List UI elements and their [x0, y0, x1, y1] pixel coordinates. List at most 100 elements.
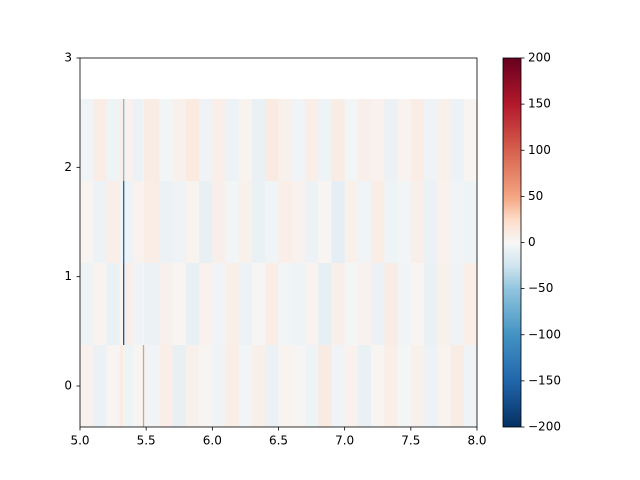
- cell: [344, 345, 359, 427]
- cell: [331, 181, 345, 263]
- cell: [424, 181, 438, 263]
- cell: [357, 99, 372, 181]
- cell: [80, 99, 94, 181]
- cell: [124, 181, 134, 263]
- colorbar: [502, 57, 522, 428]
- y-tick-label: 2: [64, 160, 72, 174]
- cell: [397, 99, 412, 181]
- cell: [132, 181, 144, 263]
- cell: [304, 181, 319, 263]
- colorbar-tick-label: −50: [528, 281, 553, 295]
- cell: [252, 345, 266, 427]
- cell: [142, 263, 145, 345]
- cell: [450, 181, 465, 263]
- x-tick-label: 6.0: [203, 434, 222, 448]
- cell: [119, 263, 124, 345]
- cell: [463, 181, 478, 263]
- cell: [331, 345, 345, 427]
- cell: [185, 99, 200, 181]
- cell: [142, 181, 145, 263]
- cell: [124, 345, 134, 427]
- cell: [106, 345, 120, 427]
- cell: [252, 263, 266, 345]
- cell: [132, 345, 144, 427]
- cell: [371, 345, 385, 427]
- cell: [291, 181, 306, 263]
- cell: [119, 99, 124, 181]
- cell: [123, 345, 125, 427]
- cell: [344, 181, 359, 263]
- cell: [397, 181, 412, 263]
- cell: [424, 345, 438, 427]
- cell: [80, 181, 94, 263]
- cell: [185, 263, 200, 345]
- cell: [384, 181, 398, 263]
- heatmap: [80, 99, 478, 427]
- cell: [172, 345, 187, 427]
- cell: [225, 345, 240, 427]
- cell: [384, 263, 398, 345]
- cell: [318, 99, 332, 181]
- x-tick-label: 7.0: [335, 434, 354, 448]
- cell: [106, 263, 120, 345]
- cell: [144, 263, 160, 345]
- cell: [199, 345, 213, 427]
- cell: [212, 345, 226, 427]
- cell: [463, 345, 478, 427]
- cell: [199, 263, 213, 345]
- cell: [123, 181, 125, 263]
- cell: [225, 263, 240, 345]
- cell: [265, 263, 279, 345]
- x-tick-label: 6.5: [269, 434, 288, 448]
- cell: [304, 99, 319, 181]
- cell: [397, 263, 412, 345]
- cell: [437, 99, 451, 181]
- x-tick-label: 5.0: [70, 434, 89, 448]
- cell: [172, 181, 187, 263]
- cell: [132, 99, 144, 181]
- cell: [119, 181, 124, 263]
- y-tick-label: 1: [64, 269, 72, 283]
- cell: [144, 345, 160, 427]
- cell: [238, 263, 253, 345]
- colorbar-tick-label: 150: [528, 97, 551, 111]
- cell: [159, 99, 173, 181]
- cell: [304, 263, 319, 345]
- cell: [159, 345, 173, 427]
- cell: [132, 263, 144, 345]
- x-tick-label: 7.5: [401, 434, 420, 448]
- cell: [80, 345, 94, 427]
- cell: [106, 99, 120, 181]
- cell: [238, 345, 253, 427]
- cell: [278, 99, 293, 181]
- cell: [410, 181, 425, 263]
- cell: [159, 181, 173, 263]
- cell: [344, 263, 359, 345]
- cell: [238, 181, 253, 263]
- cell: [397, 345, 412, 427]
- colorbar-tick-label: 100: [528, 143, 551, 157]
- cell: [371, 263, 385, 345]
- cell: [212, 263, 226, 345]
- colorbar-tick-label: −100: [528, 327, 561, 341]
- cell: [252, 99, 266, 181]
- cell: [463, 99, 478, 181]
- cell: [123, 99, 125, 181]
- x-tick-label: 5.5: [137, 434, 156, 448]
- cell: [318, 181, 332, 263]
- colorbar-tick-label: −150: [528, 373, 561, 387]
- cell: [318, 345, 332, 427]
- cell: [463, 263, 478, 345]
- cell: [238, 99, 253, 181]
- cell: [93, 99, 107, 181]
- cell: [106, 181, 120, 263]
- cell: [185, 345, 200, 427]
- colorbar-tick-label: −200: [528, 420, 561, 434]
- cell: [119, 345, 124, 427]
- cell: [371, 99, 385, 181]
- cell: [331, 99, 345, 181]
- cell: [410, 99, 425, 181]
- cell: [424, 99, 438, 181]
- cell: [278, 181, 293, 263]
